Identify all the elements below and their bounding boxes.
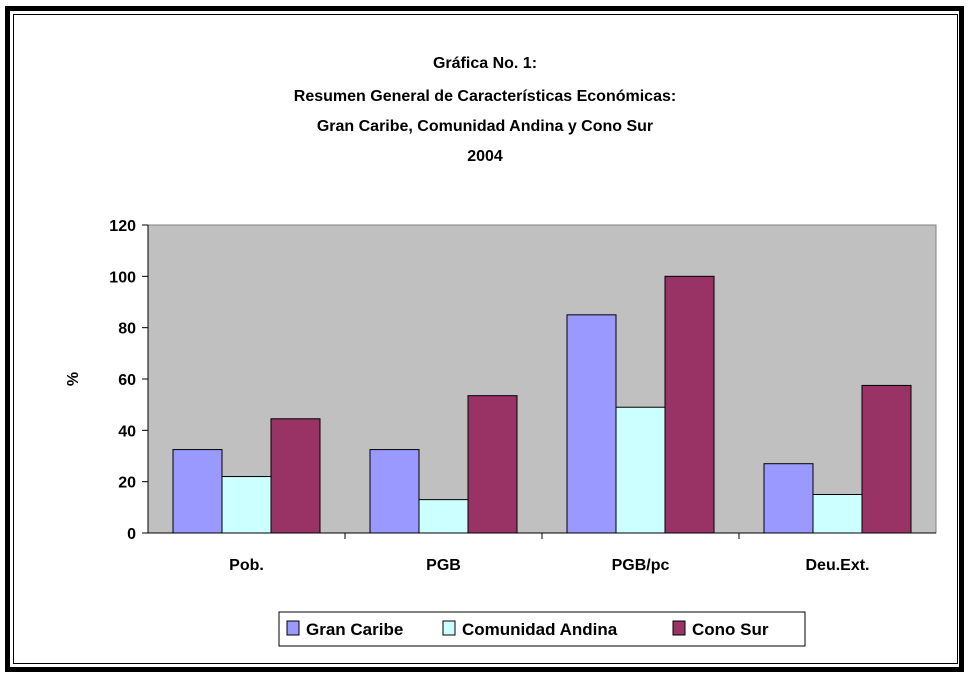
y-tick-label: 80	[118, 321, 136, 338]
legend-label: Gran Caribe	[306, 620, 403, 639]
bar	[861, 384, 912, 534]
bar	[664, 275, 715, 534]
bar	[615, 406, 666, 534]
x-category-label: PGB	[426, 557, 461, 574]
y-tick-label: 60	[118, 372, 136, 389]
bar	[566, 314, 617, 534]
bar	[221, 476, 272, 534]
legend-swatch	[442, 620, 456, 636]
x-categories-group: Pob. PGB PGB/pc Deu.Ext.	[229, 533, 870, 574]
chart-title-line-3: Gran Caribe, Comunidad Andina y Cono Sur	[317, 118, 653, 135]
bars-group	[172, 275, 912, 534]
x-category-label: Deu.Ext.	[805, 557, 869, 574]
x-category-label: PGB/pc	[612, 557, 670, 574]
bar	[418, 499, 469, 534]
legend-label: Comunidad Andina	[462, 620, 618, 639]
y-tick-label: 20	[118, 475, 136, 492]
bar	[467, 395, 518, 534]
bar	[270, 418, 321, 534]
y-tick-label: 40	[118, 423, 136, 440]
chart-title-line-2: Resumen General de Características Econó…	[294, 88, 676, 105]
chart-title-line-1: Gráfica No. 1:	[433, 55, 537, 72]
bar	[812, 494, 863, 534]
legend-items: Gran Caribe Comunidad Andina Cono Sur	[286, 620, 769, 639]
chart-title-line-4: 2004	[467, 148, 503, 165]
chart-title: Gráfica No. 1: Resumen General de Caract…	[294, 55, 676, 165]
legend-swatch	[672, 620, 686, 636]
y-tick-label: 0	[127, 526, 136, 543]
y-tick-label: 120	[109, 218, 136, 235]
legend-swatch	[286, 620, 300, 636]
y-axis-label: %	[65, 372, 82, 386]
y-tick-label: 100	[109, 269, 136, 286]
bar	[369, 449, 420, 534]
legend: Gran Caribe Comunidad Andina Cono Sur	[278, 611, 806, 647]
legend-label: Cono Sur	[692, 620, 769, 639]
y-ticks-group: 0 20 40 60 80 100 120	[109, 218, 148, 543]
bar	[172, 449, 223, 534]
x-category-label: Pob.	[229, 557, 264, 574]
legend-box	[278, 611, 806, 647]
bar	[763, 463, 814, 534]
